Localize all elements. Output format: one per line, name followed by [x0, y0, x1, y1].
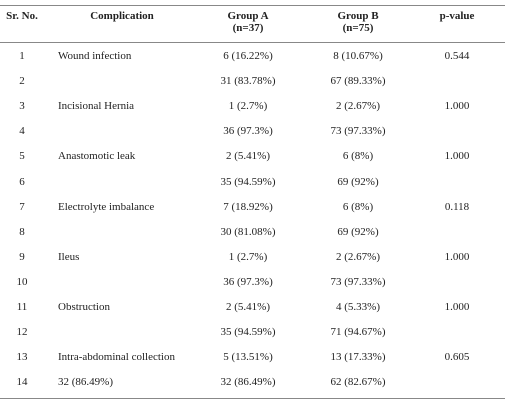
- table-cell: 73 (97.33%): [330, 275, 386, 288]
- table-cell: Anastomotic leak: [58, 150, 136, 163]
- header-rule: [0, 42, 505, 43]
- table-cell: 2 (2.67%): [336, 250, 380, 263]
- table-cell: Electrolyte imbalance: [58, 200, 155, 213]
- bottom-rule: [0, 398, 505, 399]
- table-cell: Intra-abdominal collection: [58, 351, 175, 364]
- table-cell: 69 (92%): [337, 225, 379, 238]
- table-cell: 0.544: [444, 50, 470, 62]
- table-cell: Ileus: [58, 250, 80, 263]
- table-cell: 73 (97.33%): [330, 125, 386, 138]
- table-cell: 36 (97.3%): [223, 275, 273, 288]
- table-cell: 1 (2.7%): [228, 250, 268, 263]
- header-cell: Group A: [227, 10, 269, 22]
- table-cell: 6 (8%): [342, 150, 374, 163]
- table-cell: Obstruction: [58, 301, 110, 313]
- table-cell: 6: [19, 175, 25, 188]
- header-cell: Sr. No.: [6, 10, 38, 22]
- table-cell: 31 (83.78%): [220, 75, 276, 88]
- table-cell: 1.000: [444, 150, 470, 163]
- table-cell: 12: [16, 326, 28, 339]
- table-cell: 14: [16, 376, 28, 389]
- header-cell: (n=75): [342, 22, 374, 34]
- table-cell: 0.605: [444, 351, 470, 364]
- table-cell: 3: [19, 100, 25, 113]
- table-cell: 6 (8%): [342, 200, 374, 213]
- table-cell: 6 (16.22%): [223, 50, 273, 62]
- header-cell: Complication: [90, 10, 154, 22]
- table-cell: 30 (81.08%): [220, 225, 276, 238]
- table-cell: 32 (86.49%): [58, 376, 113, 389]
- table-cell: 7 (18.92%): [223, 200, 273, 213]
- table-cell: 69 (92%): [337, 175, 379, 188]
- table-cell: 2 (5.41%): [226, 301, 270, 313]
- table-cell: 1: [19, 50, 25, 62]
- table-cell: 11: [16, 301, 28, 313]
- table-cell: 5: [19, 150, 25, 163]
- table-cell: 1.000: [444, 250, 470, 263]
- top-rule: [0, 5, 505, 6]
- table-cell: 1.000: [444, 100, 470, 113]
- table-cell: Incisional Hernia: [58, 100, 135, 113]
- table-cell: 32 (86.49%): [220, 376, 276, 389]
- table-cell: 7: [19, 200, 25, 213]
- table-cell: 8 (10.67%): [333, 50, 383, 62]
- table-cell: 5 (13.51%): [223, 351, 273, 364]
- table-cell: 2 (5.41%): [226, 150, 270, 163]
- table-cell: 2: [19, 75, 25, 88]
- table-cell: 2 (2.67%): [336, 100, 380, 113]
- header-cell: Group B: [337, 10, 379, 22]
- table-cell: 4: [19, 125, 25, 138]
- table-cell: 62 (82.67%): [330, 376, 386, 389]
- table-cell: 35 (94.59%): [220, 326, 276, 339]
- table-cell: 13: [16, 351, 28, 364]
- table-cell: 4 (5.33%): [336, 301, 380, 313]
- table-cell: 71 (94.67%): [330, 326, 386, 339]
- header-cell: (n=37): [232, 22, 264, 34]
- table-cell: 8: [19, 225, 25, 238]
- table-cell: 67 (89.33%): [330, 75, 386, 88]
- table-cell: 1.000: [444, 301, 470, 313]
- header-cell: p-value: [439, 10, 475, 22]
- table-cell: 36 (97.3%): [223, 125, 273, 138]
- table-cell: 0.118: [444, 200, 470, 213]
- table-cell: 10: [16, 275, 28, 288]
- table-cell: 1 (2.7%): [228, 100, 268, 113]
- table-cell: 35 (94.59%): [220, 175, 276, 188]
- table-cell: Wound infection: [58, 50, 132, 62]
- table-cell: 13 (17.33%): [330, 351, 386, 364]
- table-cell: 9: [19, 250, 25, 263]
